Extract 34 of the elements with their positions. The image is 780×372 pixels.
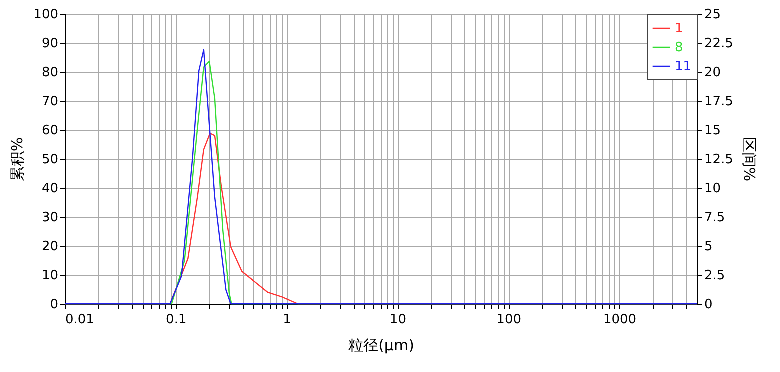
x-tick-label: 1 xyxy=(283,312,292,328)
y-axis-title: 累积% xyxy=(8,137,27,182)
y-tick-label: 30 xyxy=(42,210,58,226)
y2-tick-label: 25 xyxy=(704,8,722,22)
y2-tick-label: 15 xyxy=(704,124,722,138)
y2-axis-title: 区间% xyxy=(740,137,758,182)
y-tick-label: 50 xyxy=(42,152,58,168)
legend-label: 8 xyxy=(675,40,684,56)
x-tick-label: 10 xyxy=(390,312,406,328)
y-tick-label: 20 xyxy=(42,240,58,254)
x-tick-label: 0.01 xyxy=(66,312,94,328)
x-axis-title: 粒径(μm) xyxy=(348,336,414,354)
y-tick-label: 60 xyxy=(42,124,58,138)
x-tick-label: 100 xyxy=(496,312,522,328)
y-tick-label: 0 xyxy=(50,298,58,312)
y2-tick-label: 10 xyxy=(704,182,722,196)
y-tick-label: 90 xyxy=(42,36,58,52)
y-tick-label: 10 xyxy=(42,268,58,284)
y2-tick-label: 22.5 xyxy=(704,36,734,52)
y-tick-label: 70 xyxy=(42,94,58,110)
x-tick-label: 0.1 xyxy=(166,312,187,328)
legend-label: 11 xyxy=(675,60,692,74)
y2-tick-label: 12.5 xyxy=(704,152,734,168)
y2-tick-label: 0 xyxy=(704,298,713,312)
y-tick-label: 100 xyxy=(34,8,58,22)
y2-tick-label: 20 xyxy=(704,66,722,80)
y2-tick-label: 7.5 xyxy=(704,210,726,226)
x-tick-label: 1000 xyxy=(603,312,637,328)
y2-tick-label: 2.5 xyxy=(704,268,726,284)
y2-tick-label: 5 xyxy=(704,240,713,254)
y2-tick-label: 17.5 xyxy=(704,94,734,110)
legend-label: 1 xyxy=(675,22,684,36)
y-tick-label: 40 xyxy=(42,182,58,196)
y-tick-label: 80 xyxy=(42,66,58,80)
